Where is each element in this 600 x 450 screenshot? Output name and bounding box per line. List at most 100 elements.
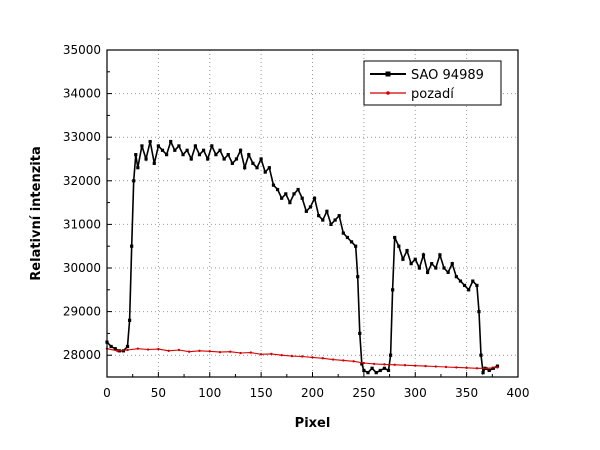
series-0-point-72 [382,366,387,370]
series-0-point-39 [255,166,259,170]
series-0-point-2 [113,347,117,351]
series-0-point-83 [421,253,426,257]
series-0-point-42 [267,166,271,170]
series-0-point-88 [442,266,446,270]
x-tick-label-4: 200 [301,386,324,400]
series-0-point-74 [388,353,393,357]
series-0-point-91 [454,275,458,279]
series-1-point-23 [342,359,345,362]
series-0-point-45 [280,196,284,200]
series-0-point-86 [434,266,438,270]
series-0-point-89 [446,270,450,274]
series-0-point-15 [156,144,160,148]
series-0-point-11 [140,144,144,148]
series-1-point-32 [434,365,437,368]
series-0-point-73 [386,368,391,373]
x-tick-label-6: 300 [404,386,427,400]
series-1-point-27 [383,363,386,366]
legend-box [363,60,502,106]
series-0-point-14 [152,161,156,165]
series-1-point-1 [116,349,119,353]
series-1-point-26 [372,362,376,366]
series-0-point-41 [263,170,267,174]
series-0-point-48 [292,192,296,196]
series-0-point-79 [405,248,409,253]
series-0-point-60 [341,231,345,235]
series-0-point-8 [132,179,136,183]
legend-marker-pozadi [386,91,390,95]
series-1-point-3 [136,347,140,350]
series-0-point-5 [125,344,130,349]
series-0-point-70 [374,371,378,375]
series-0-point-62 [349,240,354,244]
series-0-point-97 [477,310,481,314]
series-0-point-7 [130,244,134,248]
series-1-point-12 [229,350,232,353]
legend: SAO 94989 pozadí [363,60,502,106]
series-0-point-10 [136,166,140,170]
series-0-point-77 [397,244,401,248]
series-layer [105,139,500,376]
legend-label-sao: SAO 94989 [411,68,484,83]
series-0-point-101 [487,368,491,373]
legend-marker-sao [385,71,391,77]
series-0-point-103 [495,364,500,368]
series-0-point-81 [413,257,417,261]
series-0-point-29 [214,153,218,157]
series-0-point-93 [462,283,467,288]
series-0-point-53 [312,196,317,200]
series-0-point-26 [201,148,206,152]
series-1-point-38 [496,366,499,369]
series-1-point-25 [362,361,366,365]
series-1-point-29 [403,364,407,367]
series-0-point-28 [210,144,214,148]
series-line-0 [106,139,498,376]
series-1-point-16 [270,352,273,356]
series-0-point-46 [284,192,288,196]
series-0-point-98 [479,353,483,357]
series-0-point-47 [288,201,292,205]
series-1-point-5 [157,347,160,351]
series-0-point-9 [134,153,138,157]
x-tick-label-7: 350 [455,386,478,400]
x-tick-label-3: 150 [250,386,273,400]
series-1-point-33 [444,365,448,369]
series-0-point-6 [128,318,132,322]
x-tick-label-8: 400 [507,386,530,400]
series-0-point-22 [185,148,189,152]
y-tick-label-6: 34000 [63,87,101,101]
series-0-point-44 [275,187,280,192]
series-0-point-40 [259,157,263,161]
series-0-point-50 [300,196,304,200]
series-0-point-85 [430,262,434,266]
series-0-point-27 [206,157,210,161]
series-0-point-63 [354,244,358,248]
series-1-point-30 [414,364,417,367]
series-0-point-58 [333,218,337,222]
series-0-point-37 [247,153,251,157]
series-0-point-87 [438,253,442,257]
series-0-point-54 [317,214,321,218]
series-1-point-4 [146,348,150,351]
series-1-point-37 [485,367,489,370]
series-0-point-31 [222,157,226,161]
y-axis-title: Relativní intenzita [29,146,44,280]
series-0-point-67 [362,368,366,373]
series-1-point-21 [321,357,324,360]
series-0-point-20 [177,144,181,148]
series-0-point-17 [164,153,169,157]
series-0-point-24 [193,144,197,148]
series-0-point-68 [366,371,370,375]
series-1-point-8 [188,350,191,353]
ticks: 0 50 100 150 200 250 300 350 400 28000 29000 30000 3… [63,43,530,400]
series-0-point-21 [181,153,185,157]
series-1-point-9 [198,349,201,353]
x-tick-label-5: 250 [352,386,375,400]
series-1-point-22 [331,358,335,361]
series-1-point-14 [249,351,253,354]
series-0-point-49 [296,187,300,192]
series-0-point-92 [458,279,463,283]
series-1-point-10 [208,350,211,353]
series-0-point-56 [325,209,329,213]
series-1-point-28 [393,363,396,366]
